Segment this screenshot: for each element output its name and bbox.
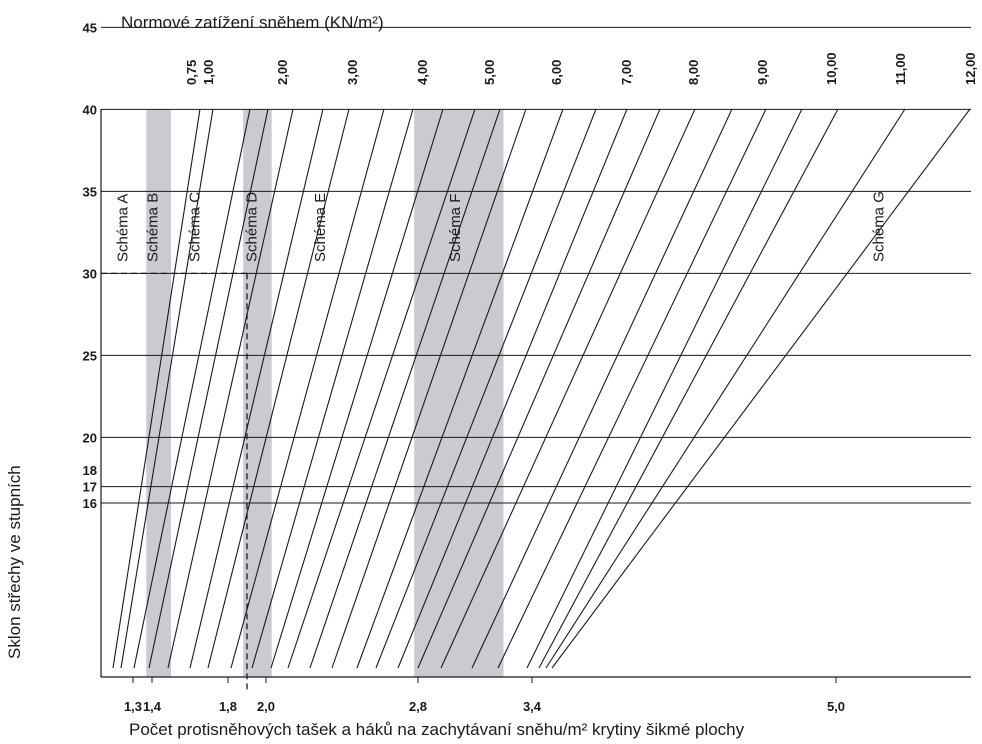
y-tick-label-40: 40 — [83, 102, 97, 117]
load-line-21 — [526, 108, 803, 669]
load-line-8 — [230, 108, 385, 669]
x-tick-label-5: 2,8 — [409, 699, 427, 714]
load-line-16 — [397, 108, 628, 669]
x-tick-label-3: 1,8 — [219, 699, 237, 714]
y-tick-label-45: 45 — [83, 20, 97, 35]
chart-title: Normové zatížení sněhem (KN/m²) — [121, 13, 384, 32]
load-line-3 — [133, 108, 251, 669]
load-line-9 — [251, 108, 414, 669]
top-load-label-6: 5,00 — [482, 60, 497, 85]
scheme-labels: Schéma A Schéma B Schéma C Schéma D Schéma E… — [114, 191, 887, 262]
scheme-label-6: Schéma F — [447, 194, 464, 262]
shaded-bands — [146, 109, 504, 677]
load-line-19 — [471, 108, 733, 669]
top-load-labels: 0,75 1,00 2,00 3,00 4,00 5,00 6,00 7,00 8,00 9,00… — [184, 52, 978, 85]
load-line-6 — [189, 108, 324, 669]
scheme-label-4: Schéma D — [244, 192, 261, 262]
y-tick-labels: 16171820253035404550 — [83, 20, 97, 511]
y-tick-label-20: 20 — [83, 430, 97, 445]
y-tick-label-17: 17 — [83, 480, 97, 495]
scheme-label-7: Schéma G — [871, 191, 888, 262]
horizontal-gridlines — [101, 26, 971, 504]
example-reading-guide — [101, 272, 248, 693]
load-line-2 — [120, 108, 214, 669]
load-line-17 — [417, 108, 661, 669]
top-load-label-7: 6,00 — [549, 60, 564, 85]
y-tick-label-25: 25 — [83, 348, 97, 363]
load-lines — [112, 108, 971, 669]
x-axis-label: Počet protisněhových tašek a háků na zac… — [129, 720, 745, 739]
scheme-label-5: Schéma E — [312, 193, 329, 262]
load-line-10 — [270, 108, 444, 669]
load-line-1 — [112, 108, 201, 669]
y-tick-label-16: 16 — [83, 496, 97, 511]
load-line-7 — [207, 108, 350, 669]
x-tick-label-6: 3,4 — [523, 699, 542, 714]
load-line-12 — [309, 108, 501, 669]
top-load-label-1: 0,75 — [184, 60, 199, 85]
y-tick-label-35: 35 — [83, 184, 97, 199]
scheme-label-2: Schéma B — [145, 193, 162, 262]
x-tick-label-7: 5,0 — [827, 699, 845, 714]
top-load-label-9: 8,00 — [686, 60, 701, 85]
load-line-15 — [375, 108, 597, 669]
load-line-24 — [551, 108, 971, 669]
axes — [100, 109, 971, 678]
x-tick-label-1: 1,3 — [124, 699, 142, 714]
top-load-label-10: 9,00 — [755, 60, 770, 85]
top-load-label-5: 4,00 — [415, 60, 430, 85]
x-tick-label-4: 2,0 — [257, 699, 275, 714]
top-load-label-8: 7,00 — [619, 60, 634, 85]
load-line-22 — [538, 108, 839, 669]
top-load-label-4: 3,00 — [345, 60, 360, 85]
load-line-20 — [497, 108, 767, 669]
load-line-4 — [148, 108, 269, 669]
x-tick-labels: 1,3 1,4 1,8 2,0 2,8 3,4 5,0 — [124, 677, 845, 714]
y-axis-label: Sklon střechy ve stupních — [5, 465, 24, 659]
load-line-23 — [545, 108, 906, 669]
load-line-5 — [167, 108, 294, 669]
scheme-label-1: Schéma A — [114, 194, 131, 262]
top-load-label-13: 12,00 — [963, 52, 978, 85]
load-line-13 — [331, 108, 527, 669]
load-line-18 — [440, 108, 696, 669]
top-load-label-12: 11,00 — [893, 53, 908, 85]
top-load-label-2: 1,00 — [201, 60, 216, 85]
load-line-11 — [287, 108, 476, 669]
top-load-label-11: 10,00 — [824, 52, 839, 85]
top-load-label-3: 2,00 — [275, 60, 290, 85]
y-tick-label-30: 30 — [83, 266, 97, 281]
x-tick-label-2: 1,4 — [143, 699, 162, 714]
load-line-14 — [356, 108, 564, 669]
scheme-label-3: Schéma C — [187, 192, 204, 262]
y-tick-label-18: 18 — [83, 463, 97, 478]
